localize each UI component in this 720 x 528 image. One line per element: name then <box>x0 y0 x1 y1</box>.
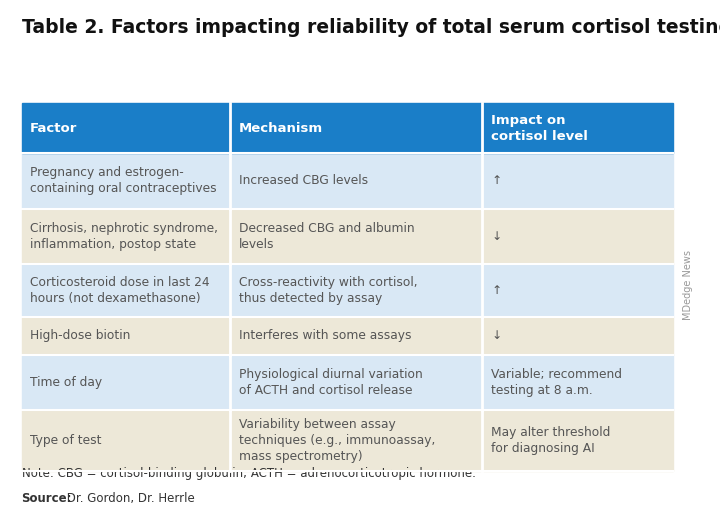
Text: May alter threshold
for diagnosing AI: May alter threshold for diagnosing AI <box>491 426 611 455</box>
Text: MDedge News: MDedge News <box>683 250 693 320</box>
Text: Variability between assay
techniques (e.g., immunoassay,
mass spectrometry): Variability between assay techniques (e.… <box>239 418 436 463</box>
Text: Variable; recommend
testing at 8 a.m.: Variable; recommend testing at 8 a.m. <box>491 368 622 397</box>
Text: Decreased CBG and albumin
levels: Decreased CBG and albumin levels <box>239 222 415 251</box>
Text: Physiological diurnal variation
of ACTH and cortisol release: Physiological diurnal variation of ACTH … <box>239 368 423 397</box>
Text: High-dose biotin: High-dose biotin <box>30 329 130 342</box>
Text: Increased CBG levels: Increased CBG levels <box>239 174 368 187</box>
Text: ↓: ↓ <box>491 230 501 243</box>
Text: Dr. Gordon, Dr. Herrle: Dr. Gordon, Dr. Herrle <box>63 492 195 505</box>
Text: Cross-reactivity with cortisol,
thus detected by assay: Cross-reactivity with cortisol, thus det… <box>239 276 418 305</box>
Text: Type of test: Type of test <box>30 434 102 447</box>
Text: ↑: ↑ <box>491 284 501 297</box>
Text: ↓: ↓ <box>491 329 501 342</box>
Text: Time of day: Time of day <box>30 376 102 389</box>
Text: Note: CBG = cortisol-binding globulin; ACTH = adrenocorticotropic hormone.: Note: CBG = cortisol-binding globulin; A… <box>22 467 475 480</box>
Text: Interferes with some assays: Interferes with some assays <box>239 329 412 342</box>
Text: ↑: ↑ <box>491 174 501 187</box>
Text: Pregnancy and estrogen-
containing oral contraceptives: Pregnancy and estrogen- containing oral … <box>30 166 217 195</box>
Text: Source:: Source: <box>22 492 72 505</box>
Text: Impact on
cortisol level: Impact on cortisol level <box>491 114 588 143</box>
Text: Corticosteroid dose in last 24
hours (not dexamethasone): Corticosteroid dose in last 24 hours (no… <box>30 276 210 305</box>
Text: Table 2. Factors impacting reliability of total serum cortisol testing: Table 2. Factors impacting reliability o… <box>22 18 720 37</box>
Text: Mechanism: Mechanism <box>239 121 323 135</box>
Text: Factor: Factor <box>30 121 78 135</box>
Text: Cirrhosis, nephrotic syndrome,
inflammation, postop state: Cirrhosis, nephrotic syndrome, inflammat… <box>30 222 218 251</box>
